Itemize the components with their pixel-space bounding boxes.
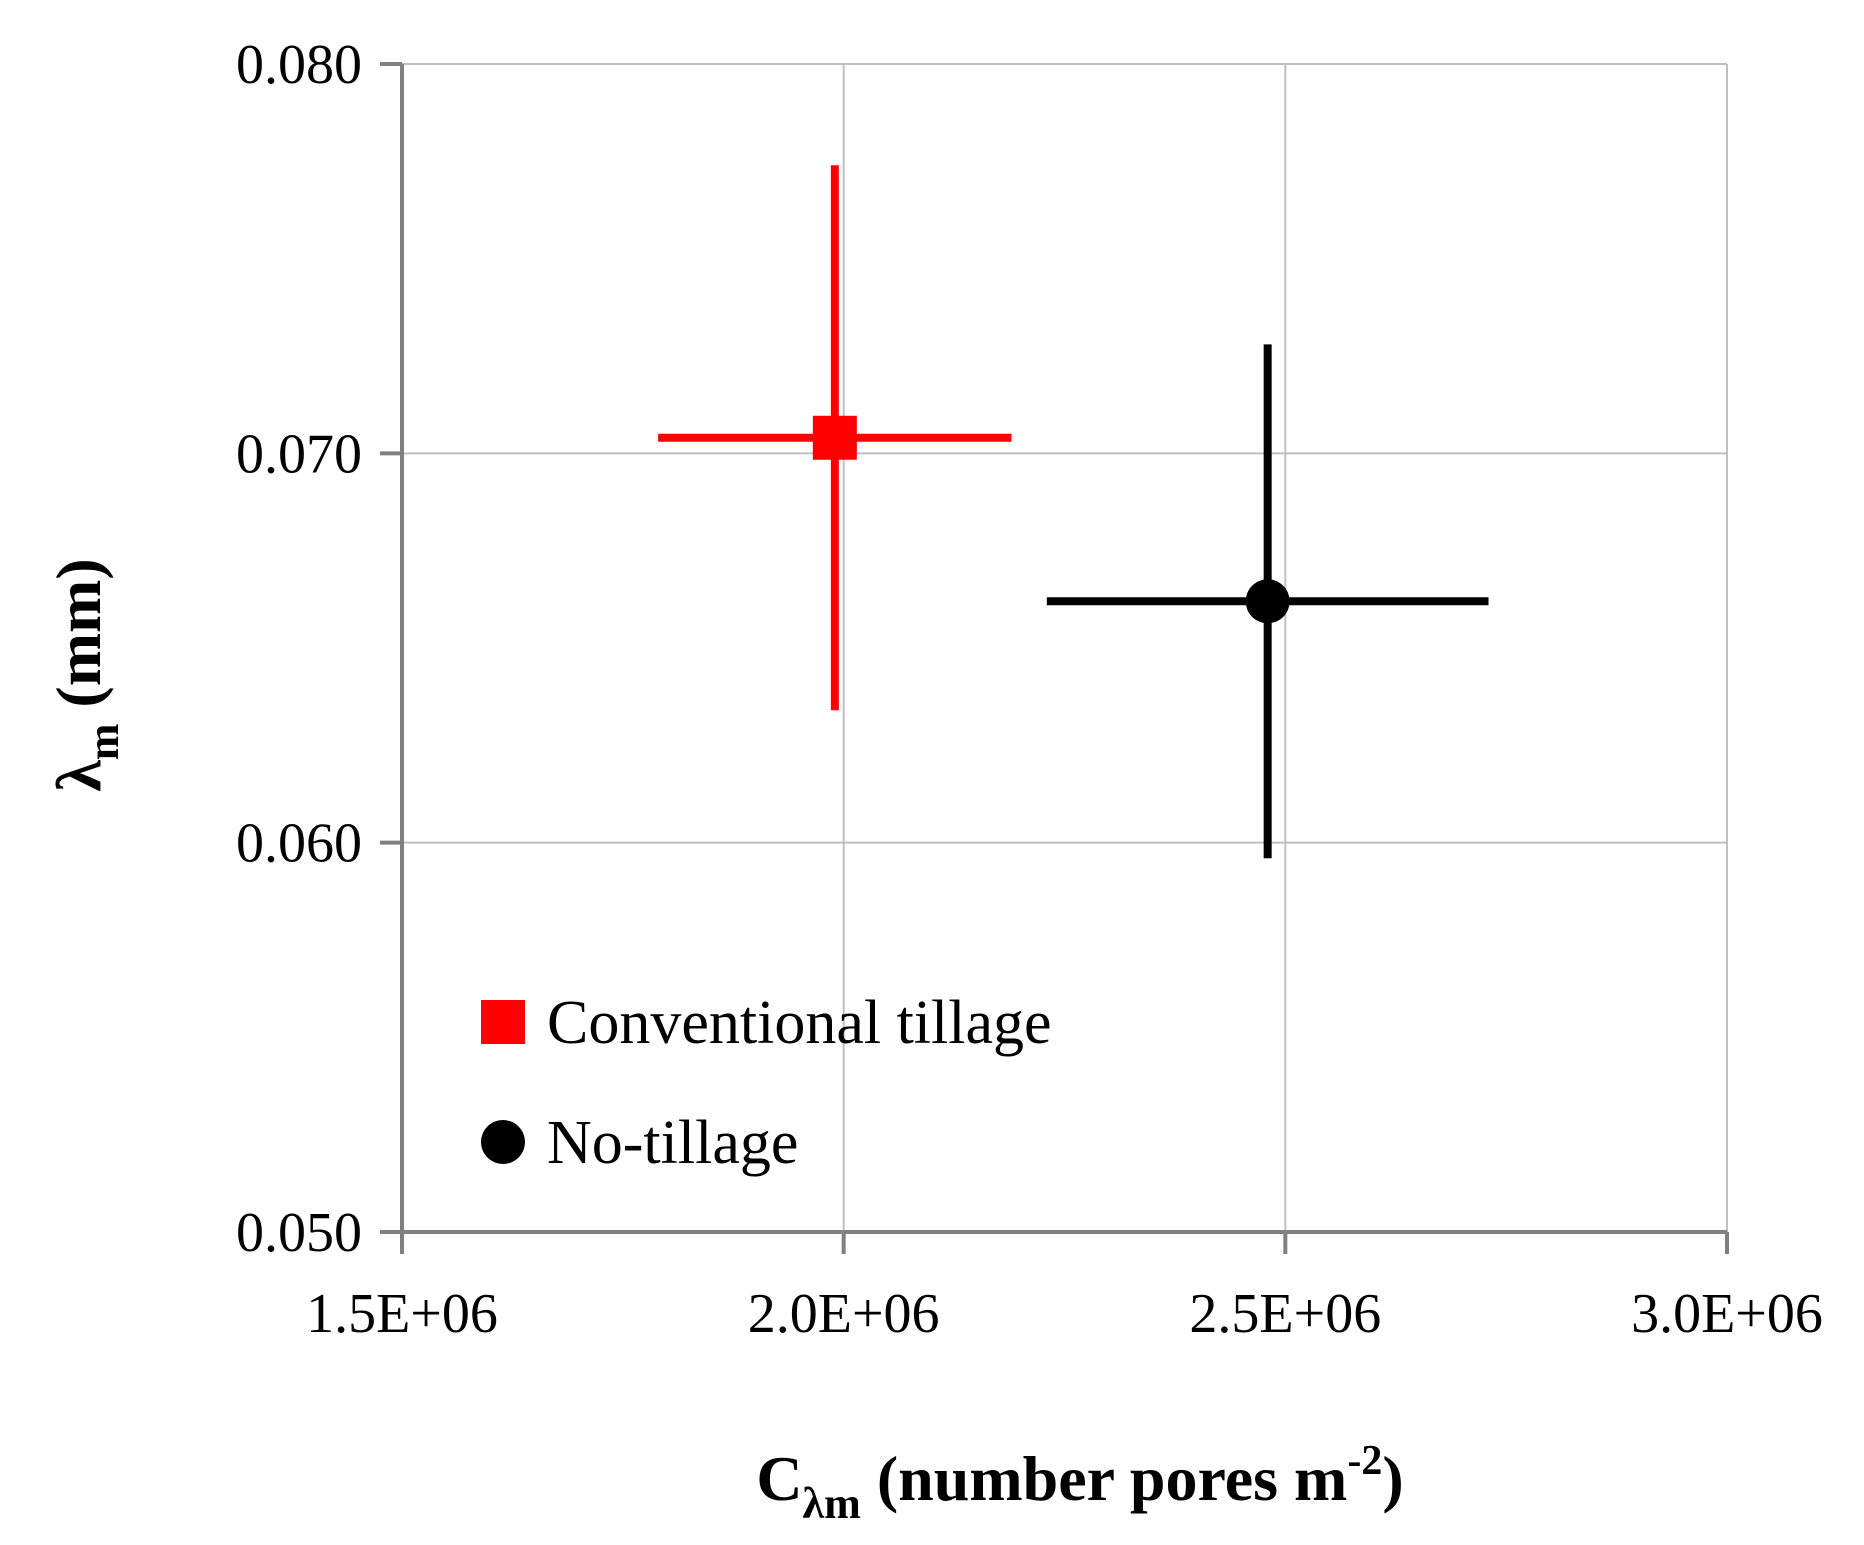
x-tick-label: 2.0E+06 xyxy=(748,1283,940,1345)
axes xyxy=(380,62,1729,1254)
legend-marker-square xyxy=(481,1000,525,1044)
x-axis-title-superscript: -2 xyxy=(1347,1438,1382,1484)
x-axis-title: Cλm (number pores m-2) xyxy=(756,1438,1403,1528)
y-axis-title-main: λ xyxy=(43,760,114,792)
legend-label: No-tillage xyxy=(547,1109,798,1177)
data-point-circle xyxy=(1245,579,1290,624)
x-axis-title-main: C xyxy=(756,1443,802,1514)
x-tick-label: 3.0E+06 xyxy=(1631,1283,1823,1345)
legend-marker-circle xyxy=(481,1120,525,1164)
x-tick-label: 1.5E+06 xyxy=(306,1283,498,1345)
x-axis-title-text: (number pores m xyxy=(861,1443,1348,1514)
y-tick-label: 0.050 xyxy=(236,1202,362,1264)
y-tick-label: 0.070 xyxy=(236,423,362,485)
x-axis-title-close: ) xyxy=(1382,1443,1403,1514)
tick-labels: 0.050 0.060 0.070 0.080 1.5E+06 2.0E+06 2.5E+0… xyxy=(236,34,1823,1345)
x-axis-title-subscript: λm xyxy=(803,1479,861,1528)
y-axis-title-subscript: m xyxy=(79,724,128,761)
gridlines xyxy=(402,63,1728,1232)
y-tick-label: 0.080 xyxy=(236,34,362,96)
legend-label: Conventional tillage xyxy=(547,989,1052,1057)
data-marks xyxy=(658,165,1489,859)
data-point-square xyxy=(812,415,857,460)
legend: Conventional tillage No-tillage xyxy=(481,989,1052,1177)
y-axis-title: λm (mm) xyxy=(43,558,128,791)
y-tick-label: 0.060 xyxy=(236,813,362,875)
x-tick-label: 2.5E+06 xyxy=(1189,1283,1381,1345)
y-axis-title-text: (mm) xyxy=(43,558,114,723)
